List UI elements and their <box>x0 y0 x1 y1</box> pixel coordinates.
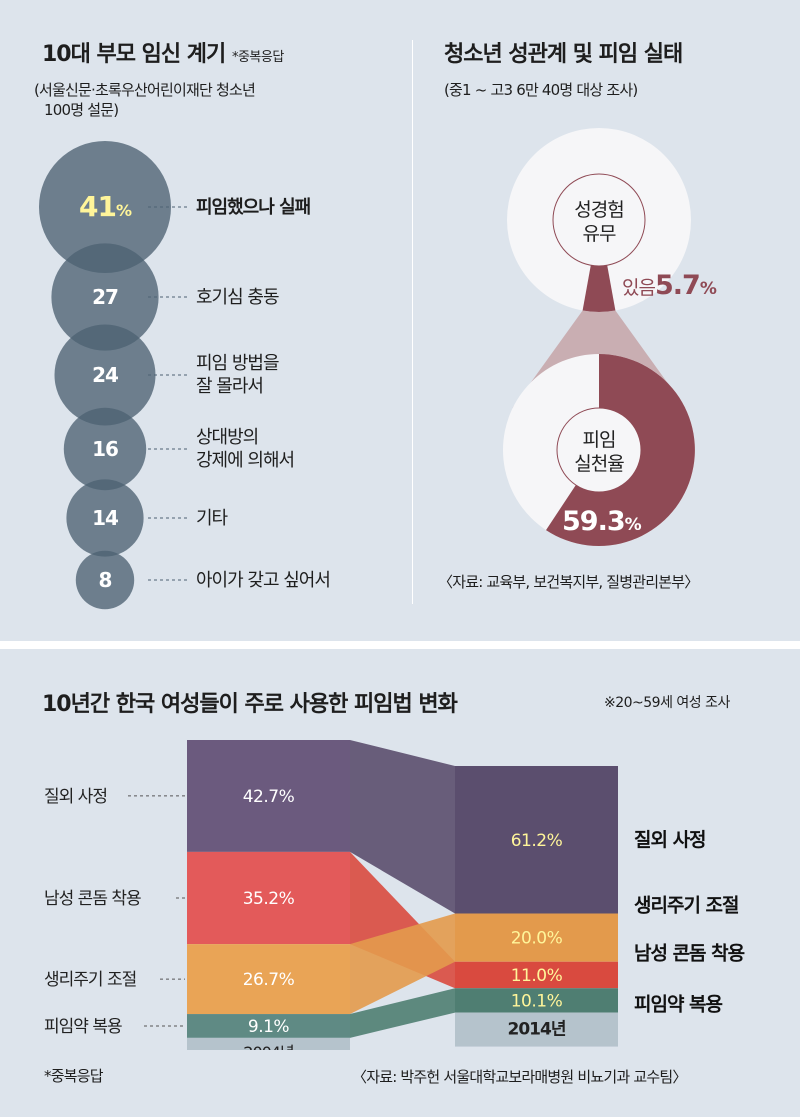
pie-2-center-label: 피임 <box>583 429 616 451</box>
section-divider <box>0 641 800 649</box>
bubble-6 <box>75 550 135 610</box>
bubble-value-unit: % <box>116 201 132 220</box>
pie-1-center-label: 유무 <box>583 223 616 245</box>
bar-2004-질외 사정 <box>187 740 350 852</box>
bubble-label-line: 강제에 의해서 <box>196 450 295 471</box>
bubble-chart-title-text: 10대 부모 임신 계기 <box>42 42 226 67</box>
bubble-label-1: 피임했으나 실패 <box>196 196 311 219</box>
bubble-value-2: 27 <box>92 285 118 309</box>
bubble-chart-title: 10대 부모 임신 계기 *중복응답 <box>42 36 284 68</box>
bubble-value-5: 14 <box>92 506 118 530</box>
pie-chart-title: 청소년 성관계 및 피임 실태 <box>444 42 683 67</box>
pie-1-center-label: 성경험 <box>574 199 623 221</box>
stacked-chart-source: 〈자료: 박주헌 서울대학교보라매병원 비뇨기과 교수팀〉 <box>352 1068 687 1086</box>
pie-2-unit: % <box>625 515 642 535</box>
bubble-label-line: 상대방의 <box>196 427 259 448</box>
panel-divider <box>412 40 413 604</box>
bubble-label-line: 기타 <box>196 507 228 529</box>
bubble-label-6: 아이가 갖고 싶어서 <box>196 569 331 592</box>
value-label-2004-질외 사정: 42.7% <box>243 787 295 807</box>
bubble-value-3: 24 <box>92 363 118 387</box>
right-series-label-피임약 복용: 피임약 복용 <box>634 994 723 1016</box>
stacked-bar-chart: 2004년 2014년 42.7% 질외 사정 35.2% 남성 콘돔 착용 26.7% 생리… <box>44 740 746 1050</box>
bubble-label-line: 잘 몰라서 <box>196 376 264 397</box>
bubble-5 <box>66 479 144 557</box>
right-series-label-생리주기 조절: 생리주기 조절 <box>634 895 739 917</box>
bubble-label-line: 피임했으나 실패 <box>196 196 311 218</box>
pie-chart-source: 〈자료: 교육부, 보건복지부, 질병관리본부〉 <box>438 573 699 591</box>
left-series-label-남성 콘돔 착용: 남성 콘돔 착용 <box>44 889 141 909</box>
value-label-2004-생리주기 조절: 26.7% <box>243 970 295 990</box>
bubble-chart-note: *중복응답 <box>231 50 284 65</box>
bubble-label-2: 호기심 충동 <box>196 286 280 309</box>
value-label-2014-생리주기 조절: 20.0% <box>511 929 563 949</box>
bubble-label-line: 호기심 충동 <box>196 286 280 308</box>
left-series-label-생리주기 조절: 생리주기 조절 <box>44 970 137 990</box>
flow-피임약 복용 <box>350 988 455 1038</box>
bubble-chart-subtitle-line-2: 100명 설문) <box>44 101 119 119</box>
bubble-label-4: 상대방의 강제에 의해서 <box>196 426 295 472</box>
stacked-chart-note: ※20~59세 여성 조사 <box>604 695 730 711</box>
stacked-chart-title: 10년간 한국 여성들이 주로 사용한 피임법 변화 <box>42 692 458 717</box>
bar-2014-피임약 복용 <box>455 988 618 1013</box>
category-label-2004: 2004년 <box>243 1043 294 1050</box>
category-box-2004 <box>187 1037 350 1050</box>
value-label-2014-남성 콘돔 착용: 11.0% <box>511 966 563 986</box>
value-label-2004-남성 콘돔 착용: 35.2% <box>243 889 295 909</box>
left-series-label-질외 사정: 질외 사정 <box>44 787 107 807</box>
bubble-label-3: 피임 방법을 잘 몰라서 <box>196 352 280 398</box>
bubble-label-5: 기타 <box>196 507 228 530</box>
bar-2004-피임약 복용 <box>187 1014 350 1038</box>
category-label-2014: 2014년 <box>508 1020 566 1040</box>
value-label-2004-피임약 복용: 9.1% <box>248 1017 290 1037</box>
pie-2-center-label: 실천율 <box>574 453 624 475</box>
value-label-2014-질외 사정: 61.2% <box>511 831 563 851</box>
pie-2-hole <box>556 407 642 493</box>
bubble-1 <box>39 141 171 273</box>
bar-2004-생리주기 조절 <box>187 944 350 1015</box>
bar-2014-질외 사정 <box>455 766 618 914</box>
bubble-label-line: 피임 방법을 <box>196 353 280 374</box>
right-series-label-질외 사정: 질외 사정 <box>634 829 706 851</box>
bar-2014-생리주기 조절 <box>455 913 618 962</box>
pie-1-slice-label: 있음5.7% <box>622 270 717 301</box>
category-box-2014 <box>455 1012 618 1047</box>
bar-2004-남성 콘돔 착용 <box>187 851 350 945</box>
bubble-chart-subtitle-line-1: (서울신문·초록우산어린이재단 청소년 <box>34 81 256 99</box>
pie-1-hole <box>552 173 646 267</box>
bubble-label-line: 아이가 갖고 싶어서 <box>196 569 331 591</box>
bubble-2 <box>51 243 159 351</box>
right-series-label-남성 콘돔 착용: 남성 콘돔 착용 <box>634 943 745 965</box>
bubble-4 <box>63 407 147 491</box>
bar-2014-남성 콘돔 착용 <box>455 961 618 989</box>
pie-chart-subtitle: (중1 ~ 고3 6만 40명 대상 조사) <box>444 81 638 99</box>
stacked-chart-footnote: *중복응답 <box>44 1067 103 1085</box>
bubble-value-6: 8 <box>99 568 112 592</box>
flow-질외 사정 <box>350 740 455 914</box>
bubble-value-4: 16 <box>92 437 118 461</box>
bubble-3 <box>54 324 156 426</box>
left-series-label-피임약 복용: 피임약 복용 <box>44 1017 122 1037</box>
bubble-chart-subtitle: (서울신문·초록우산어린이재단 청소년 100명 설문) <box>34 80 256 120</box>
pie-1-value: 5.7 <box>655 270 700 301</box>
flow-생리주기 조절 <box>350 913 455 1015</box>
pie-1-unit: % <box>700 279 717 299</box>
value-label-2014-피임약 복용: 10.1% <box>511 991 563 1011</box>
